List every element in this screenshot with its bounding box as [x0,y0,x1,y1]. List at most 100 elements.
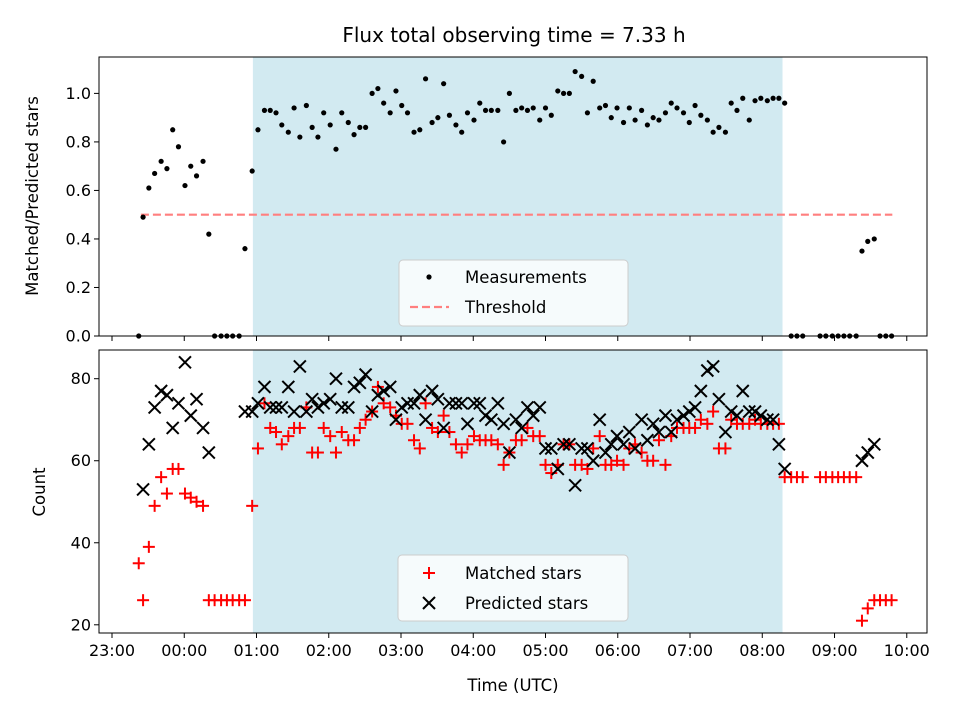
x-tick-label: 04:00 [450,641,496,660]
measurement-point [411,129,417,135]
measurement-point [716,124,722,130]
matched-stars-point [324,430,337,443]
measurement-point [357,124,363,130]
predicted-stars-point [777,462,792,476]
predicted-stars-point [269,400,283,415]
predicted-stars-point [460,417,475,431]
x-tick-label: 03:00 [378,641,424,660]
measurement-point [758,95,764,101]
measurement-point [608,115,614,121]
matched-stars-point [772,417,785,430]
measurement-point [501,139,507,145]
predicted-stars-point [700,363,715,378]
measurement-point [692,102,698,109]
predicted-stars-point [772,437,786,452]
matched-stars-point [246,499,259,512]
predicted-stars-point [526,408,540,423]
measurement-point [261,107,268,113]
matched-stars-series [132,380,898,627]
predicted-stars-point [329,372,343,386]
predicted-stars-point [189,392,204,406]
measurements-series [136,68,895,339]
measurement-point [441,81,447,87]
measurement-point [297,134,303,140]
predicted-stars-point [358,367,373,382]
matched-stars-point [160,487,173,500]
predicted-stars-point [586,454,600,468]
predicted-stars-point [147,400,162,415]
measurement-point [255,127,261,133]
matched-stars-point [335,426,348,439]
predicted-stars-point [520,400,535,415]
measurement-point [639,107,645,113]
predicted-stars-point [245,404,259,419]
count-y-ticks: 20 40 60 80 [71,369,99,634]
matched-stars-point [652,434,665,447]
y-tick-label: 20 [71,615,91,634]
measurement-point [345,119,351,126]
count-x-ticks: 23:00 00:00 01:00 02:00 03:00 04:00 05:00 06:00… [89,633,930,660]
predicted-stars-point [436,421,451,435]
predicted-stars-point [371,388,385,402]
predicted-stars-point [496,417,511,431]
matched-stars-point [581,462,594,475]
count-legend-box [397,554,629,622]
measurement-point [650,115,656,121]
x-tick-label: 08:00 [739,641,785,660]
measurement-point [722,129,729,135]
measurement-point [453,122,459,128]
measurements-legend-label: Measurements [465,268,587,287]
ratio-plot-frame [98,56,928,337]
measurement-point [291,105,297,111]
y-tick-label: 40 [71,533,91,552]
matched-stars-point [419,397,432,410]
measurement-point [597,105,603,111]
predicted-stars-point [473,396,487,411]
matched-stars-point [197,499,210,512]
measurement-point [429,119,435,126]
matched-stars-point [172,462,185,475]
measurement-point [315,134,321,140]
measurement-point [859,248,865,254]
predicted-stars-point [736,384,750,398]
matched-stars-point [377,397,390,410]
matched-stars-point [796,471,809,484]
chart-title: Flux total observing time = 7.33 h [342,23,685,47]
predicted-stars-point [353,376,367,390]
measurement-point [351,132,357,138]
measurement-point [375,85,381,92]
matched-stars-point [142,540,155,553]
matched-stars-point [155,471,168,484]
measurement-point [200,158,206,164]
predicted-stars-point [742,404,756,419]
measurement-point [182,182,188,189]
predicted-stars-point [664,425,678,439]
matched-stars-point [282,430,295,443]
predicted-stars-point [616,437,631,452]
predicted-stars-point [257,380,272,394]
measurement-point [555,88,561,94]
predicted-legend-label: Predicted stars [465,594,588,613]
x-tick-label: 05:00 [522,641,568,660]
matched-stars-point [251,442,264,455]
threshold-legend-label: Threshold [464,298,546,317]
predicted-stars-point [142,437,156,452]
measurement-point [188,163,194,169]
measurement-point [459,129,465,135]
measurement-point [273,110,279,116]
y-tick-label: 1.0 [66,84,91,103]
measurement-point [524,107,531,113]
matched-stars-point [455,446,468,459]
predicted-stars-point [491,396,505,411]
count-y-axis-label: Count [30,467,49,517]
measurement-point [572,68,578,75]
matched-stars-point [401,417,414,430]
predicted-stars-point [712,392,726,406]
predicted-stars-point [299,404,314,419]
x-tick-label: 00:00 [161,641,207,660]
measurement-point [519,105,525,111]
predicted-stars-point [281,380,296,394]
measurement-point [495,107,501,113]
matched-stars-point [329,446,342,459]
predicted-stars-point [287,404,301,419]
